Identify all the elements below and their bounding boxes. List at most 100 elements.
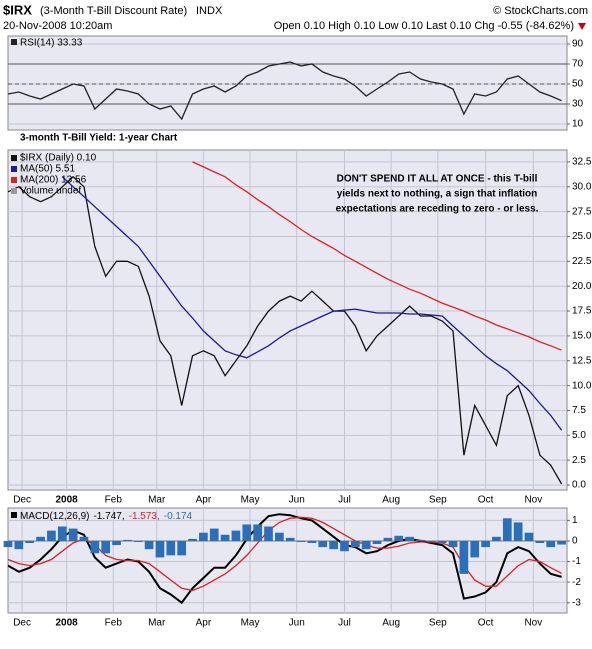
annotation: expectations are receding to zero - or l… (336, 204, 539, 215)
legend-entry: MA(200) 13.56 (20, 175, 87, 186)
x-tick-label: Aug (382, 618, 400, 629)
histogram-bar (546, 540, 556, 548)
y-tick-label: 15.0 (572, 331, 592, 342)
histogram-bar (340, 540, 349, 552)
x-tick-label: Jul (338, 618, 351, 629)
histogram-bar (68, 528, 78, 541)
histogram-bar (14, 540, 24, 550)
series-line (7, 61, 562, 121)
legend-swatch (11, 166, 17, 172)
exchange: INDX (196, 5, 223, 17)
x-tick-label: Mar (148, 495, 166, 506)
down-arrow (578, 23, 586, 30)
y-tick-label: 22.5 (572, 256, 592, 267)
histogram-bar (296, 540, 306, 542)
histogram-bar (481, 540, 490, 548)
legend-swatch (11, 155, 17, 161)
histogram-bar (513, 522, 523, 541)
histogram-bar (394, 535, 404, 541)
macd-legend: MACD(12,26,9) -1.747, -1.573, -0.174 (20, 511, 193, 522)
y-tick-label: 27.5 (572, 206, 592, 217)
legend-entry: -1.573, (129, 511, 160, 522)
histogram-bar (372, 540, 382, 545)
histogram-bar (383, 537, 393, 541)
histogram-bar (524, 532, 534, 541)
symbol: $IRX (3, 2, 32, 17)
histogram-bar (361, 540, 371, 550)
x-tick-label: Jun (289, 618, 305, 629)
histogram-bar (123, 539, 132, 541)
histogram-bar (275, 532, 284, 541)
histogram-bar (470, 540, 480, 558)
date: 20-Nov-2008 10:20am (3, 20, 112, 32)
x-tick-label: Feb (105, 618, 123, 629)
histogram-bar (426, 540, 436, 542)
histogram-bar (57, 526, 67, 541)
series-line (7, 513, 562, 605)
legend-entry: RSI(14) 33.33 (20, 38, 83, 49)
x-tick-label: Sep (429, 495, 447, 506)
x-tick-label: 2008 (55, 618, 78, 629)
y-tick-label: 50 (572, 79, 584, 90)
histogram-bar (535, 540, 545, 543)
histogram-bar (492, 536, 501, 541)
x-tick-label: May (241, 618, 260, 629)
histogram-bar (144, 540, 154, 550)
y-tick-label: 10.0 (572, 380, 592, 391)
y-tick-label: 0 (572, 536, 578, 547)
series-line (61, 176, 563, 431)
histogram-bar (199, 532, 208, 541)
histogram-bar (209, 528, 219, 541)
x-tick-label: Nov (524, 495, 542, 506)
histogram-bar (90, 540, 100, 554)
histogram-bar (459, 540, 469, 574)
legend-swatch (11, 188, 17, 194)
histogram-bar (405, 536, 414, 541)
histogram-bar (307, 540, 317, 543)
x-tick-label: Apr (196, 618, 212, 629)
histogram-bar (264, 526, 273, 541)
x-tick-label: 2008 (55, 495, 78, 506)
x-tick-label: Nov (524, 618, 542, 629)
y-tick-label: 70 (572, 59, 584, 70)
x-tick-label: Dec (13, 495, 31, 506)
y-tick-label: 5.0 (572, 430, 586, 441)
x-tick-label: Dec (13, 618, 31, 629)
y-tick-label: 25.0 (572, 231, 592, 242)
histogram-bar (416, 539, 425, 541)
x-tick-label: Sep (429, 618, 447, 629)
histogram-bar (231, 530, 241, 541)
histogram-bar (3, 540, 13, 548)
histogram-bar (253, 524, 262, 541)
y-tick-label: 7.5 (572, 405, 586, 416)
legend-swatch (11, 177, 17, 183)
x-tick-label: Mar (148, 618, 166, 629)
histogram-bar (350, 540, 360, 548)
x-tick-label: Aug (382, 495, 400, 506)
y-tick-label: -1 (572, 556, 581, 567)
legend-entry: -0.174 (164, 511, 193, 522)
histogram-bar (101, 540, 111, 554)
y-tick-label: 17.5 (572, 306, 592, 317)
copyright: © StockCharts.com (493, 5, 588, 17)
x-tick-label: Feb (105, 495, 123, 506)
legend-entry: -1.747, (93, 511, 124, 522)
panel (7, 507, 568, 614)
y-tick-label: 0.0 (572, 480, 586, 491)
legend-swatch (11, 39, 17, 45)
histogram-bar (112, 540, 121, 546)
y-tick-label: 2.5 (572, 455, 586, 466)
panel (7, 149, 568, 491)
y-tick-label: 1 (572, 515, 578, 526)
y-tick-label: 30 (572, 99, 584, 110)
x-tick-label: May (241, 495, 260, 506)
y-tick-label: 10 (572, 119, 584, 130)
macd-label: MACD(12,26,9) (20, 511, 89, 522)
series-line (7, 175, 563, 485)
histogram-bar (25, 540, 35, 543)
y-tick-label: -2 (572, 577, 581, 588)
histogram-bar (329, 540, 338, 550)
x-tick-label: Jun (289, 495, 305, 506)
y-tick-label: 32.5 (572, 157, 592, 168)
histogram-bar (220, 534, 230, 541)
